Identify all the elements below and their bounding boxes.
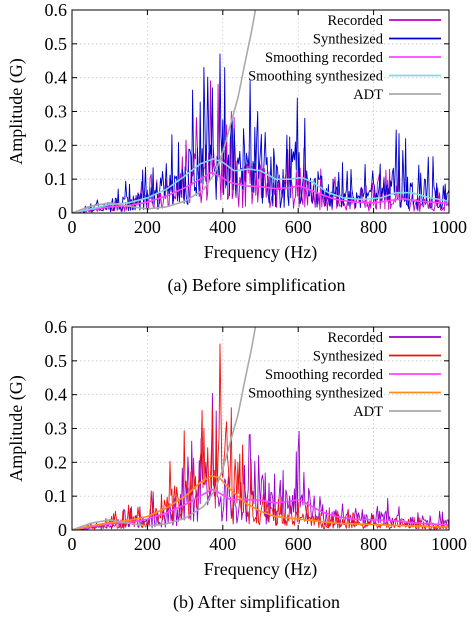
y-tick-label: 0 [58, 520, 67, 540]
x-tick-label: 400 [209, 534, 236, 554]
x-tick-label: 1000 [431, 217, 467, 237]
legend-label: Smoothing synthesized [248, 386, 384, 402]
y-tick-label: 0.2 [45, 135, 68, 155]
x-tick-label: 200 [134, 217, 161, 237]
legend: Recorded Synthesized Smoothing recorded Smo… [248, 330, 441, 420]
legend-label: Smoothing synthesized [248, 69, 384, 85]
y-tick-label: 0.3 [45, 419, 68, 439]
x-tick-label: 800 [360, 217, 387, 237]
series-recorded-line [72, 80, 449, 213]
legend-item: ADT [353, 87, 441, 103]
series-adt-line [72, 10, 257, 213]
x-axis-label: Frequency (Hz) [204, 242, 317, 263]
legend-item: Recorded [327, 13, 441, 29]
legend-item: Smoothing synthesized [248, 386, 441, 402]
series-smoothing-recorded-line [72, 171, 449, 213]
legend-item: Smoothing synthesized [248, 69, 441, 85]
x-tick-label: 600 [285, 217, 312, 237]
y-tick-label: 0.5 [45, 34, 68, 54]
chart-panel-1: 0 200 400 600 800 1000 0 0.1 0.2 0.3 0.4 0.5 0.6 Freq… [6, 0, 467, 296]
series-smoothing-synthesized-line [72, 158, 449, 213]
series-synthesized-line [72, 53, 449, 213]
legend-item: Synthesized [313, 349, 441, 365]
legend-label: ADT [353, 87, 383, 103]
x-axis-label: Frequency (Hz) [204, 559, 317, 580]
x-tick-label: 0 [68, 217, 77, 237]
x-tick-label: 400 [209, 217, 236, 237]
legend-item: Smoothing recorded [265, 50, 441, 66]
grid [72, 10, 449, 213]
legend-label: Synthesized [313, 349, 384, 365]
y-tick-label: 0.1 [45, 486, 68, 506]
series-smoothing-recorded-line [72, 488, 449, 530]
series-adt-line [72, 327, 257, 530]
y-tick-label: 0.1 [45, 169, 68, 189]
y-tick-label: 0.4 [45, 68, 68, 88]
legend-item: ADT [353, 404, 441, 420]
plot-area [72, 10, 449, 213]
plot-area [72, 327, 449, 530]
chart-panel-2: 0 200 400 600 800 1000 0 0.1 0.2 0.3 0.4 0.5 0.6 Freq… [6, 317, 467, 613]
x-tick-label: 200 [134, 534, 161, 554]
legend-label: Smoothing recorded [265, 367, 384, 383]
legend-item: Smoothing recorded [265, 367, 441, 383]
y-tick-label: 0.4 [45, 385, 68, 405]
legend-label: Recorded [327, 13, 383, 29]
legend-label: Synthesized [313, 32, 384, 48]
y-tick-label: 0.5 [45, 351, 68, 371]
y-tick-label: 0.3 [45, 102, 68, 122]
legend-label: Recorded [327, 330, 383, 346]
x-tick-label: 0 [68, 534, 77, 554]
panel-caption: (b) After simplification [173, 592, 340, 613]
y-tick-label: 0.6 [45, 317, 68, 337]
series-smoothing-synthesized-line [72, 475, 449, 530]
legend-label: ADT [353, 404, 383, 420]
y-axis-label: Amplitude (G) [6, 58, 27, 164]
y-tick-label: 0 [58, 203, 67, 223]
legend-item: Synthesized [313, 32, 441, 48]
x-tick-label: 800 [360, 534, 387, 554]
y-axis-label: Amplitude (G) [6, 375, 27, 481]
legend-item: Recorded [327, 330, 441, 346]
legend: Recorded Synthesized Smoothing recorded Smo… [248, 13, 441, 103]
x-tick-label: 600 [285, 534, 312, 554]
panel-caption: (a) Before simplification [168, 275, 346, 296]
y-tick-label: 0.2 [45, 452, 68, 472]
legend-label: Smoothing recorded [265, 50, 384, 66]
y-tick-label: 0.6 [45, 0, 68, 20]
x-tick-label: 1000 [431, 534, 467, 554]
